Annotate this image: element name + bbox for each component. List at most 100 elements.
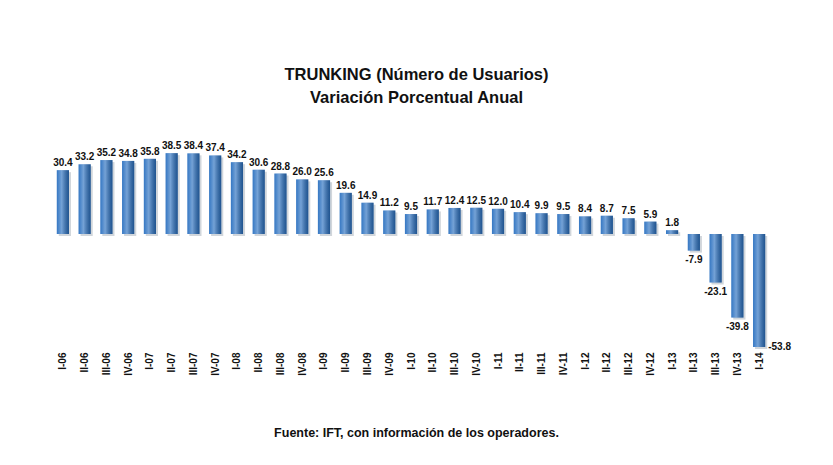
bar (753, 234, 765, 347)
data-label: 12.0 (488, 196, 508, 207)
data-label: 34.2 (227, 149, 247, 160)
x-tick-label: IV-12 (645, 352, 656, 376)
x-tick-label: II-08 (253, 352, 264, 372)
x-tick-label: IV-11 (558, 352, 569, 375)
bar (514, 212, 526, 234)
bar (187, 153, 199, 234)
x-tick-label: III-07 (188, 352, 199, 375)
bar (405, 214, 417, 234)
data-label: 11.2 (380, 197, 399, 208)
bar (57, 170, 69, 234)
bar (470, 208, 482, 234)
title: TRUNKING (Número de Usuarios) (284, 65, 548, 83)
x-tick-label: II-11 (514, 352, 525, 372)
data-label: 30.4 (53, 157, 73, 168)
data-label: 35.2 (97, 147, 117, 158)
x-tick-label: IV-13 (732, 352, 743, 376)
bar (144, 159, 156, 234)
data-label: 7.5 (622, 205, 636, 216)
x-tick-label: III-12 (623, 352, 634, 375)
bar (253, 170, 265, 234)
bar (535, 213, 547, 234)
data-label: -23.1 (704, 286, 727, 297)
data-label: -53.8 (768, 341, 791, 352)
bar (296, 179, 308, 234)
data-label: 12.5 (467, 195, 487, 206)
bar (122, 161, 134, 234)
bar (361, 203, 373, 234)
data-label: 25.6 (314, 167, 334, 178)
bar-shine (231, 162, 243, 234)
bar (601, 216, 613, 234)
data-label: 38.5 (162, 140, 182, 151)
bar (731, 234, 743, 318)
x-tick-label: III-11 (536, 352, 547, 375)
bar-shine (361, 203, 373, 234)
data-label: 26.0 (292, 166, 312, 177)
bar-shine (340, 193, 352, 234)
data-label: 9.5 (556, 201, 570, 212)
bar-shine (492, 209, 504, 234)
x-tick-label: I-06 (57, 352, 68, 370)
chart: TRUNKING (Número de Usuarios) Variación P… (0, 0, 833, 465)
bar (100, 160, 112, 234)
bar-shine (253, 170, 265, 234)
x-tick-label: III-06 (101, 352, 112, 375)
data-label: 11.7 (423, 196, 442, 207)
bar-shine (209, 155, 221, 234)
bar-shine (622, 218, 634, 234)
data-label: -7.9 (685, 254, 703, 265)
bar (383, 210, 395, 234)
x-tick-label: II-09 (340, 352, 351, 372)
data-label: 33.2 (75, 151, 95, 162)
bars (57, 153, 767, 349)
x-tick-label: II-10 (427, 352, 438, 372)
x-tick-label: III-10 (449, 352, 460, 375)
x-tick-label: IV-09 (384, 352, 395, 376)
bar (427, 209, 439, 234)
bar-shine (79, 164, 91, 234)
bar (579, 216, 591, 234)
data-label: -39.8 (726, 321, 749, 332)
bar-shine (601, 216, 613, 234)
subtitle: Variación Porcentual Anual (310, 88, 523, 106)
bar-shine (57, 170, 69, 234)
data-label: 19.6 (336, 180, 356, 191)
bar (666, 230, 678, 234)
bar-shine (710, 234, 722, 283)
x-tick-label: IV-06 (123, 352, 134, 376)
data-label: 1.8 (665, 217, 679, 228)
bar-shine (100, 160, 112, 234)
source: Fuente: IFT, con información de los oper… (274, 426, 559, 440)
bar-shine (557, 214, 569, 234)
data-label: 37.4 (205, 142, 225, 153)
x-tick-label: III-13 (710, 352, 721, 375)
x-tick-label: IV-07 (210, 352, 221, 376)
bar (710, 234, 722, 283)
bar-shine (535, 213, 547, 234)
x-tick-label: I-09 (318, 352, 329, 370)
bar-shine (644, 222, 656, 234)
bar-shine (296, 179, 308, 234)
data-label: 8.4 (578, 203, 592, 214)
data-label: 5.9 (643, 209, 657, 220)
bar-shine (122, 161, 134, 234)
bar-shine (318, 180, 330, 234)
data-label: 9.5 (404, 201, 418, 212)
x-tick-label: III-09 (362, 352, 373, 375)
bar-shine (166, 153, 178, 234)
data-label: 10.4 (510, 199, 530, 210)
data-label: 30.6 (249, 157, 269, 168)
bar (79, 164, 91, 234)
x-tick-label: III-08 (275, 352, 286, 375)
data-label: 12.4 (445, 195, 465, 206)
x-tick-label: IV-10 (471, 352, 482, 376)
bar-shine (383, 210, 395, 234)
bar-shine (427, 209, 439, 234)
x-tick-label: IV-08 (297, 352, 308, 376)
x-tick-label: I-07 (144, 352, 155, 370)
bar (209, 155, 221, 234)
bar-shine (274, 174, 286, 234)
bar-shine (405, 214, 417, 234)
bar (166, 153, 178, 234)
